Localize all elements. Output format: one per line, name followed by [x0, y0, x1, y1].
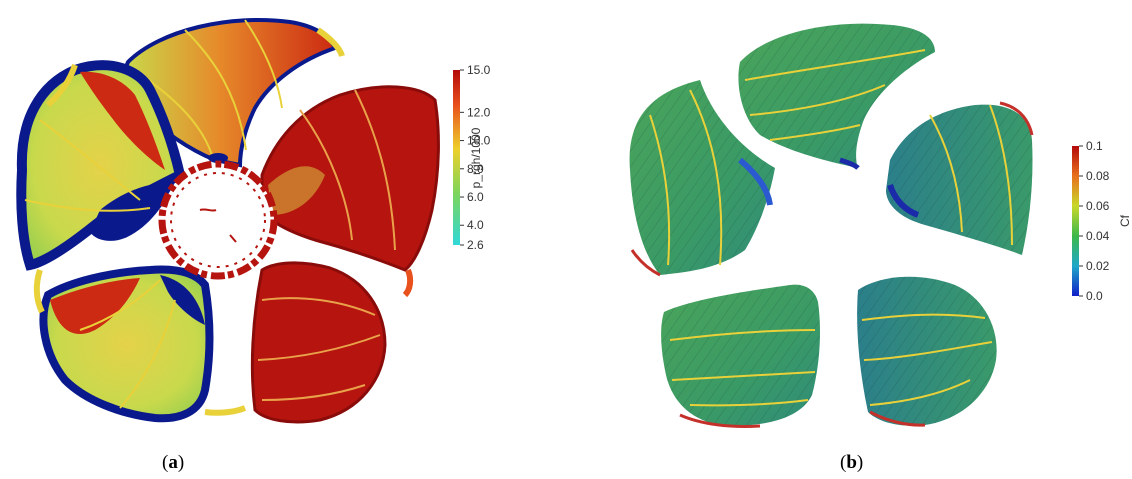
blade-left: [16, 60, 186, 271]
blade-right: [260, 85, 440, 298]
colorbar-a-title: p_rgh/1000: [469, 127, 483, 188]
colorbar-a-tick-label: 4.0: [467, 218, 484, 232]
colorbar-b-tick-label: 0.08: [1086, 169, 1110, 183]
colorbar-b-title: Cf: [1118, 214, 1132, 227]
blade-b-right: [886, 101, 1034, 255]
colorbar-a-tick-label: 10.0: [467, 134, 491, 148]
caption-b-open: (: [840, 452, 847, 473]
caption-a-close: ): [177, 452, 185, 473]
blade-b-bottom-left: [661, 284, 820, 428]
colorbar-b-tick-label: 0.04: [1086, 229, 1110, 243]
colorbar-a-tick-label: 6.0: [467, 190, 484, 204]
colorbar-b-tick-label: 0.02: [1086, 259, 1110, 273]
colorbar-b-gradient: [1072, 146, 1079, 296]
colorbar-a-gradient: [453, 70, 460, 245]
colorbar-a: 15.0 12.0 10.0 8.0 6.0 4.0 2.6 p_rgh/1000: [453, 63, 491, 252]
blade-b-bottom-right: [857, 276, 997, 427]
propeller-friction-render: [629, 23, 1034, 428]
hub: [158, 160, 278, 280]
colorbar-a-tick-label: 8.0: [467, 162, 484, 176]
caption-a-letter: a: [168, 452, 178, 473]
blade-b-left: [629, 80, 775, 277]
colorbar-a-tick-label: 2.6: [467, 238, 484, 252]
caption-b-close: ): [856, 452, 864, 473]
colorbar-b-tick-label: 0.06: [1086, 199, 1110, 213]
colorbar-b-tick-label: 0.0: [1086, 289, 1103, 303]
caption-b: (b): [840, 452, 863, 474]
colorbar-b: 0.1 0.08 0.06 0.04 0.02 0.0 Cf: [1072, 139, 1132, 303]
blade-bottom-right: [250, 261, 387, 424]
caption-a-open: (: [162, 452, 169, 473]
caption-a: (a): [162, 452, 184, 474]
colorbar-a-tick-label: 15.0: [467, 63, 491, 77]
blade-b-top: [738, 23, 935, 170]
propeller-pressure-render: [16, 18, 440, 424]
colorbar-b-tick-label: 0.1: [1086, 139, 1103, 153]
caption-b-letter: b: [846, 452, 857, 473]
blade-bottom-left: [33, 265, 247, 423]
colorbar-a-tick-label: 12.0: [467, 105, 491, 119]
